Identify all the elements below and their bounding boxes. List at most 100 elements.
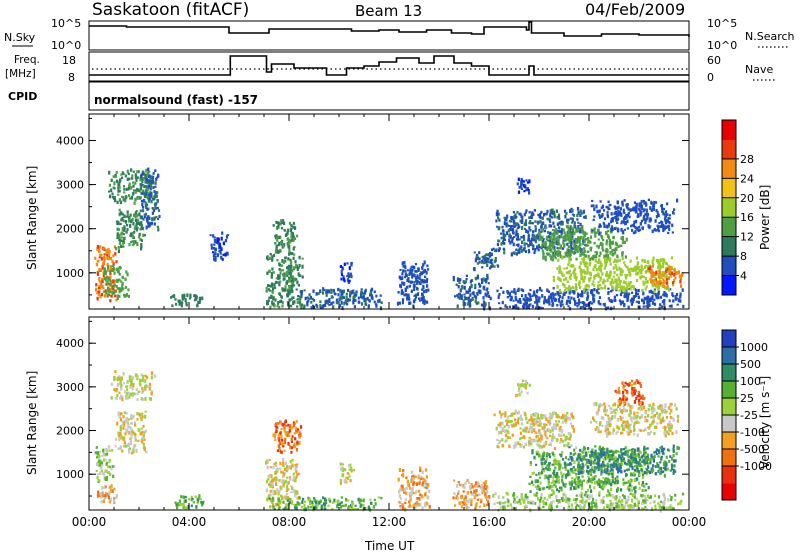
data-cell [527, 430, 530, 433]
data-cell [307, 297, 311, 300]
data-cell [553, 250, 556, 253]
data-cell [141, 412, 144, 416]
freq-trace [89, 55, 689, 76]
data-cell [266, 302, 269, 306]
data-cell [666, 213, 669, 216]
data-cell [528, 418, 532, 421]
data-cell [118, 238, 121, 241]
data-cell [401, 272, 404, 276]
data-cell [108, 170, 111, 175]
data-cell [144, 180, 147, 184]
data-cell [294, 493, 297, 498]
data-cell [624, 276, 628, 280]
data-cell [190, 504, 193, 508]
data-cell [640, 204, 644, 209]
data-cell [574, 247, 577, 251]
data-cell [280, 227, 284, 230]
data-cell [127, 219, 131, 223]
data-cell [573, 245, 576, 249]
data-cell [533, 418, 536, 421]
data-cell [459, 288, 462, 293]
data-cell [518, 443, 521, 446]
cpid-text: normalsound (fast) -157 [94, 93, 258, 107]
data-cell [508, 436, 511, 439]
data-cell [557, 258, 560, 262]
data-cell [114, 397, 118, 400]
data-cell [398, 489, 401, 494]
data-cell [643, 259, 646, 263]
data-cell [406, 278, 409, 282]
data-cell [549, 421, 552, 425]
data-cell [197, 300, 200, 305]
data-cell [668, 268, 671, 272]
data-cell [554, 424, 557, 427]
data-cell [625, 295, 628, 298]
data-cell [296, 300, 299, 304]
data-cell [560, 227, 564, 232]
data-cell [423, 478, 426, 483]
data-cell [275, 471, 278, 475]
data-cell [418, 489, 421, 493]
data-cell [662, 293, 665, 296]
data-cell [210, 243, 213, 247]
data-cell [659, 272, 662, 275]
data-cell [121, 397, 124, 402]
data-cell [630, 485, 633, 488]
data-cell [647, 299, 650, 303]
data-cell [267, 288, 271, 291]
data-cell [280, 481, 283, 484]
data-cell [284, 506, 287, 510]
data-cell [126, 210, 129, 213]
data-cell [517, 306, 520, 310]
data-cell [134, 181, 137, 185]
data-cell [460, 496, 463, 500]
data-cell [560, 429, 564, 434]
data-cell [297, 284, 300, 287]
data-cell [524, 413, 527, 417]
data-cell [418, 497, 421, 500]
data-cell [584, 303, 588, 307]
data-cell [278, 235, 281, 239]
data-cell [127, 215, 130, 218]
data-cell [576, 227, 579, 230]
data-cell [608, 258, 611, 261]
data-cell [347, 507, 350, 510]
data-cell [110, 484, 113, 488]
data-cell [655, 215, 658, 219]
data-cell [607, 225, 610, 228]
data-cell [273, 304, 276, 308]
data-cell [135, 209, 138, 213]
data-cell [119, 425, 122, 429]
data-cell [507, 435, 510, 440]
data-cell [402, 265, 405, 268]
data-cell [224, 252, 227, 257]
data-cell [618, 281, 621, 285]
data-cell [293, 503, 296, 506]
data-cell [583, 216, 586, 219]
data-cell [493, 265, 496, 268]
data-cell [101, 454, 104, 458]
data-cell [613, 298, 616, 302]
data-cell [317, 292, 320, 295]
data-cell [103, 267, 106, 271]
data-cell [292, 296, 295, 299]
data-cell [352, 295, 356, 299]
data-cell [507, 425, 510, 429]
data-cell [504, 217, 507, 221]
data-cell [286, 238, 289, 241]
data-cell [266, 465, 269, 470]
data-cell [566, 417, 570, 420]
data-cell [592, 255, 595, 258]
data-cell [606, 213, 609, 217]
data-cell [558, 221, 561, 225]
data-cell [557, 415, 560, 419]
data-cell [136, 187, 139, 192]
data-cell [567, 288, 570, 292]
data-cell [476, 293, 479, 296]
data-cell [323, 501, 326, 505]
data-cell [105, 469, 108, 473]
data-cell [135, 223, 138, 227]
data-cell [270, 295, 273, 299]
data-cell [481, 261, 484, 264]
data-cell [149, 187, 152, 191]
